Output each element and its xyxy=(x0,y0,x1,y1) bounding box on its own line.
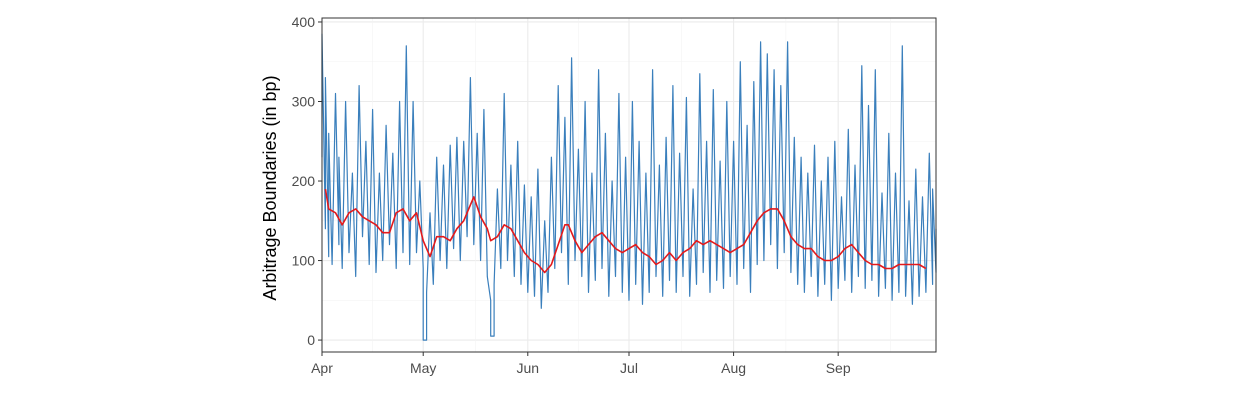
y-tick-label: 100 xyxy=(292,253,316,269)
x-tick-label: Jun xyxy=(517,360,540,376)
y-tick-label: 300 xyxy=(292,94,316,110)
y-axis: 0 100 200 300 400 xyxy=(292,14,322,348)
x-tick-label: Jul xyxy=(620,360,638,376)
y-tick-label: 200 xyxy=(292,173,316,189)
y-tick-label: 0 xyxy=(307,332,315,348)
y-tick-label: 400 xyxy=(292,14,316,30)
series-lines xyxy=(321,33,937,341)
x-tick-label: Aug xyxy=(721,360,746,376)
x-axis: Apr May Jun Jul Aug Sep xyxy=(311,352,851,376)
series-line-raw xyxy=(321,33,937,341)
x-tick-label: Sep xyxy=(826,360,851,376)
x-tick-label: Apr xyxy=(311,360,333,376)
series-line-smoothed xyxy=(324,188,927,274)
y-axis-title: Arbitrage Boundaries (in bp) xyxy=(260,75,280,300)
x-tick-label: May xyxy=(410,360,436,376)
